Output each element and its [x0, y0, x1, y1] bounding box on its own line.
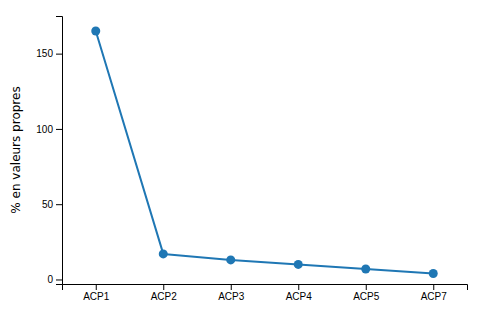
chart: ACP1 ACP2 ACP3 ACP4 ACP5 ACP7 0 50 100 150 % en va…	[0, 0, 487, 316]
x-tick: ACP2	[151, 284, 178, 302]
x-tick-label: ACP4	[286, 291, 313, 302]
y-tick-label: 50	[42, 199, 54, 210]
y-axis-title: % en valeurs propres	[9, 86, 23, 213]
point	[91, 27, 100, 36]
x-tick-mark	[298, 284, 299, 290]
x-axis: ACP1 ACP2 ACP3 ACP4 ACP5 ACP7	[63, 284, 468, 302]
x-tick-mark	[366, 284, 367, 290]
y-tick-mark	[56, 129, 62, 130]
line	[96, 31, 434, 273]
y-tick-mark	[56, 54, 62, 55]
point	[429, 269, 438, 278]
y-tick-label: 150	[36, 48, 53, 59]
y-tick-label: 0	[47, 274, 53, 285]
y-tick-label: 100	[36, 124, 53, 135]
x-tick-mark	[433, 284, 434, 290]
y-axis-line	[56, 17, 63, 285]
y-tick-mark	[56, 204, 62, 205]
x-tick: ACP3	[218, 284, 245, 302]
x-tick-label: ACP5	[353, 291, 380, 302]
point	[361, 264, 370, 273]
y-tick: 100	[36, 124, 62, 135]
x-tick: ACP5	[353, 284, 380, 302]
x-tick-label: ACP7	[421, 291, 448, 302]
x-tick: ACP7	[421, 284, 448, 302]
x-tick-label: ACP1	[83, 291, 110, 302]
x-tick-mark	[231, 284, 232, 290]
y-tick-mark	[56, 279, 62, 280]
x-tick-label: ACP2	[151, 291, 178, 302]
y-tick: 50	[42, 199, 62, 210]
point	[226, 255, 235, 264]
x-tick: ACP1	[83, 284, 110, 302]
y-axis: 0 50 100 150	[36, 17, 62, 286]
point	[159, 249, 168, 258]
y-tick: 0	[47, 274, 62, 285]
x-tick-mark	[96, 284, 97, 290]
x-tick-mark	[163, 284, 164, 290]
x-tick: ACP4	[286, 284, 313, 302]
plot: ACP1 ACP2 ACP3 ACP4 ACP5 ACP7 0 50 100 150	[36, 17, 467, 303]
point	[294, 260, 303, 269]
x-axis-line	[63, 285, 468, 291]
marks	[91, 27, 438, 278]
x-tick-label: ACP3	[218, 291, 245, 302]
y-tick: 150	[36, 48, 62, 59]
